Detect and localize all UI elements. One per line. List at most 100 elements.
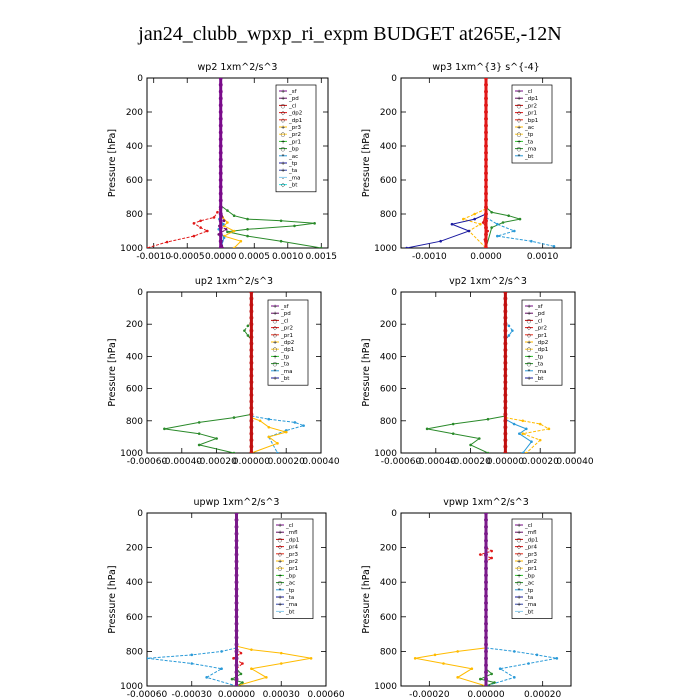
bold-series-marker — [218, 225, 223, 230]
legend-marker: + — [517, 559, 522, 565]
plot-frame — [146, 77, 329, 249]
series-line — [147, 647, 237, 686]
bold-series-marker — [249, 341, 254, 346]
bold-series-marker — [234, 656, 239, 661]
bold-series-marker — [218, 137, 223, 142]
bold-series-marker — [484, 184, 488, 189]
series-point — [518, 432, 521, 435]
series-point — [241, 662, 244, 665]
y-tick-label: 800 — [380, 647, 397, 657]
bold-series-marker — [484, 517, 488, 522]
bold-series-marker — [249, 444, 254, 449]
series-point — [246, 228, 249, 231]
bold-series-marker — [218, 116, 223, 121]
legend-entry: _pd — [534, 311, 545, 317]
bold-series-marker — [484, 225, 488, 230]
x-tick-label: 0.00020 — [522, 457, 559, 467]
bold-series-marker — [503, 380, 508, 385]
legend-marker: + — [273, 340, 278, 346]
bold-series-marker — [503, 348, 508, 352]
bold-series-marker — [218, 82, 223, 87]
bold-series-marker — [484, 573, 488, 578]
series-point — [425, 427, 429, 431]
legend-marker: + — [273, 311, 278, 317]
series-point — [493, 681, 496, 684]
bold-series-marker — [234, 587, 239, 592]
bold-series-marker — [249, 438, 254, 443]
series-point — [513, 676, 516, 679]
bold-series-marker — [503, 296, 508, 301]
panel-title: up2 1xm^2/s^3 — [195, 276, 273, 287]
series-point — [241, 681, 244, 684]
series-point — [456, 676, 459, 679]
legend-entry: _tp — [524, 132, 534, 138]
bold-series-marker — [218, 218, 223, 223]
x-tick-label: -0.0005 — [170, 252, 205, 262]
x-tick-label: 0.00000 — [233, 457, 270, 467]
legend-marker: ○ — [517, 537, 522, 543]
legend-entry: _pr3 — [285, 552, 299, 558]
series-point — [163, 427, 166, 431]
series-point — [478, 437, 481, 440]
y-tick-label: 600 — [380, 176, 397, 186]
legend-entry: _pr1 — [285, 566, 298, 572]
x-tick-label: -0.00020 — [450, 457, 491, 467]
series-line — [147, 206, 222, 248]
bold-series-marker — [484, 239, 488, 244]
series-point — [535, 653, 539, 657]
bold-series-marker — [484, 191, 488, 196]
bold-series-marker — [484, 157, 488, 162]
series-point — [293, 421, 297, 424]
series-point — [413, 657, 417, 660]
panel-title: wp2 1xm^2/s^3 — [198, 62, 278, 73]
legend-entry: _ma — [285, 602, 297, 608]
legend-marker: + — [517, 125, 522, 131]
legend: + _cl+ _mfl○ _dp1◇ _pr4◇ _pr3+ _pr2○ _pr1+ _bp○ _… — [272, 518, 314, 619]
series-point — [456, 650, 459, 653]
y-tick-label: 800 — [380, 417, 397, 427]
legend-entry: _cl — [288, 103, 297, 109]
legend-marker: ○ — [517, 566, 522, 572]
legend-marker: + — [517, 573, 522, 579]
legend-entry: _bt — [524, 154, 534, 160]
x-tick-label: 0.0005 — [239, 252, 271, 262]
series-point — [496, 222, 499, 226]
bold-series-marker — [249, 302, 254, 307]
figure-title: jan24_clubb_wpxp_ri_expm BUDGET at265E,-… — [137, 23, 561, 45]
bold-series-marker — [249, 451, 254, 453]
series-point — [469, 443, 472, 447]
legend-marker: + — [517, 595, 522, 601]
legend-marker: * — [528, 369, 531, 375]
series-point — [518, 217, 522, 221]
series-point — [232, 246, 236, 248]
y-tick-label: 600 — [380, 385, 397, 395]
legend-entry: _ma — [280, 369, 292, 375]
series-point — [192, 234, 196, 238]
y-tick-label: 800 — [126, 417, 143, 427]
bold-series-marker — [218, 191, 223, 196]
legend-entry: _pr2 — [524, 103, 537, 109]
x-tick-label: -0.00020 — [196, 457, 237, 467]
bold-series-marker — [484, 218, 488, 223]
series-point — [230, 677, 234, 681]
bold-series-marker — [484, 594, 488, 598]
x-tick-label: 0.00020 — [268, 457, 305, 467]
bold-series-marker — [484, 232, 488, 237]
legend-entry: _dp2 — [534, 340, 548, 346]
legend-entry: _sf — [280, 304, 290, 310]
bold-series-marker — [484, 545, 488, 550]
chart-panel-3: up2 1xm^2/s^3 Pressure [hPa] 0 200 400 600 800… — [107, 276, 340, 467]
y-tick-label: 400 — [380, 578, 397, 588]
y-tick-label: 0 — [391, 509, 397, 519]
series-point — [267, 417, 271, 421]
series-point — [212, 216, 216, 219]
legend-marker: * — [518, 154, 521, 160]
legend-marker: ◇ — [517, 111, 522, 117]
bold-series-marker — [484, 144, 488, 148]
bold-series-marker — [218, 144, 223, 148]
y-tick-label: 600 — [126, 613, 143, 623]
legend-marker: ◇ — [527, 333, 532, 339]
legend-entry: _cl — [280, 318, 289, 324]
legend-entry: _ac — [285, 581, 295, 587]
series-point — [215, 437, 218, 440]
